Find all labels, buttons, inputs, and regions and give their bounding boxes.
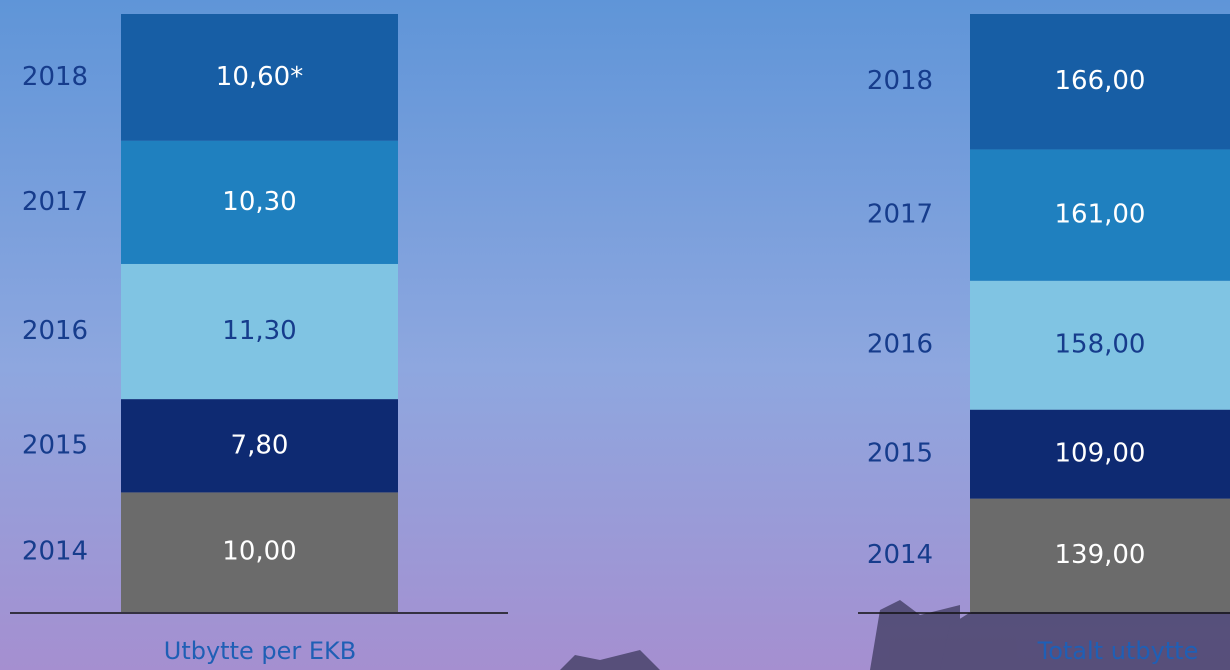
chart-title: Totalt utbytte [1037, 637, 1199, 665]
bar-segment [970, 280, 1230, 410]
value-label: 7,80 [231, 430, 289, 460]
category-label: 2015 [867, 439, 933, 469]
bar-segment [121, 492, 398, 612]
bar-segment [121, 14, 398, 141]
category-label: 2018 [22, 62, 88, 92]
category-label: 2016 [867, 330, 933, 360]
category-label: 2014 [867, 540, 933, 570]
category-label: 2017 [867, 200, 933, 230]
value-label: 158,00 [1055, 330, 1146, 360]
value-label: 166,00 [1055, 66, 1146, 96]
category-label: 2016 [22, 316, 88, 346]
bar-segment [970, 14, 1230, 150]
bar-segment [121, 140, 398, 264]
value-label: 10,60* [216, 62, 303, 92]
value-label: 139,00 [1055, 540, 1146, 570]
value-label: 10,30 [222, 187, 296, 217]
bar-segment [970, 498, 1230, 612]
category-label: 2014 [22, 537, 88, 567]
value-label: 10,00 [222, 537, 296, 567]
chart-title: Utbytte per EKB [164, 637, 357, 665]
category-label: 2015 [22, 430, 88, 460]
bar-segment [970, 149, 1230, 281]
bar-segment [121, 263, 398, 400]
bar-segment [121, 399, 398, 493]
value-label: 11,30 [222, 316, 296, 346]
value-label: 161,00 [1055, 200, 1146, 230]
category-label: 2018 [867, 66, 933, 96]
value-label: 109,00 [1055, 439, 1146, 469]
category-label: 2017 [22, 187, 88, 217]
bar-segment [970, 409, 1230, 499]
